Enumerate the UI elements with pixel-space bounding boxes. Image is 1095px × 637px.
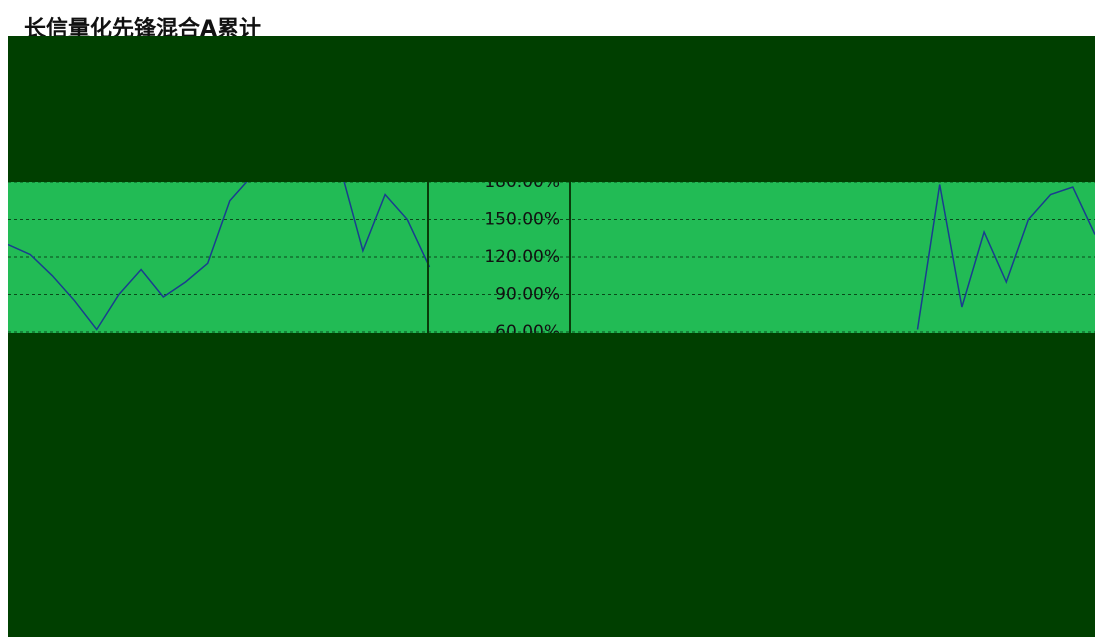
overlay-block <box>8 333 1095 637</box>
overlay-block <box>8 36 1095 182</box>
line <box>8 182 1095 331</box>
y-tick-label: 150.00% <box>484 210 560 230</box>
y-tick-label: 60.00% <box>495 322 560 342</box>
y-tick-label: 180.00% <box>484 172 560 192</box>
y-tick-label: 120.00% <box>484 247 560 267</box>
y-tick-label: 90.00% <box>495 285 560 305</box>
plot: 60.00% 90.00% 120.00% 150.00% 180.00% <box>8 172 1095 342</box>
